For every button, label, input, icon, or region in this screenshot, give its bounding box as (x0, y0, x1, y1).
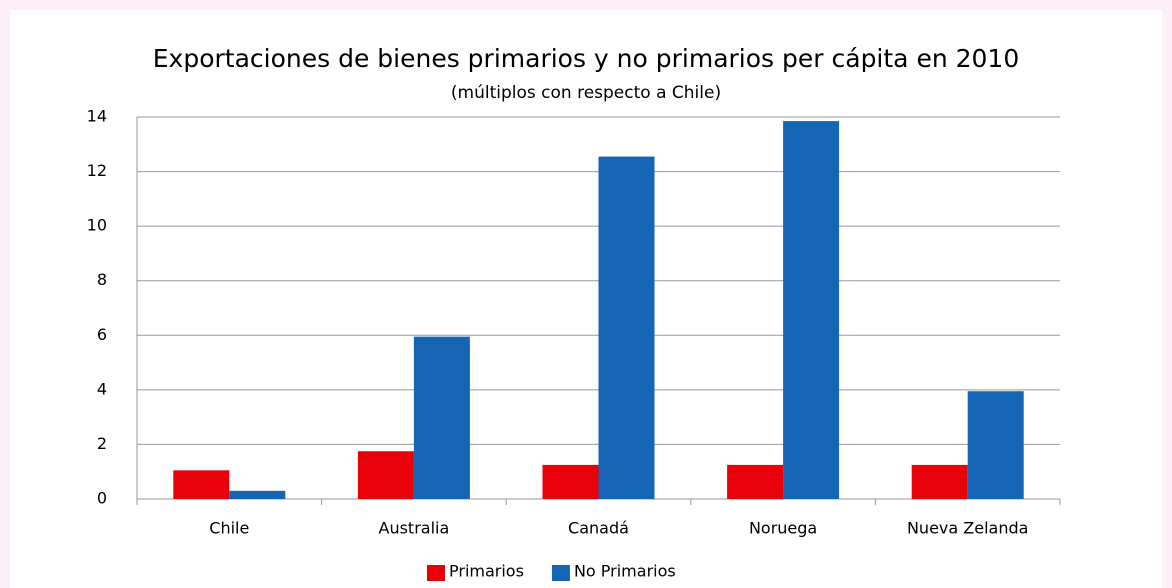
chart-subtitle: (múltiplos con respecto a Chile) (451, 83, 721, 103)
y-tick-label: 6 (97, 325, 107, 344)
y-tick-label: 10 (87, 216, 107, 235)
bar (967, 391, 1024, 499)
bar (911, 464, 968, 499)
y-tick-label: 8 (97, 270, 107, 289)
bar (598, 156, 655, 500)
bar (783, 121, 840, 499)
bar (173, 470, 230, 499)
bar (413, 336, 470, 499)
bar (229, 490, 286, 499)
x-tick-label: Nueva Zelanda (907, 519, 1028, 538)
x-tick-label: Canadá (568, 519, 629, 538)
x-tick-label: Chile (209, 519, 249, 538)
y-tick-label: 0 (97, 489, 107, 508)
bar (357, 451, 414, 499)
y-tick-label: 14 (87, 107, 107, 126)
x-tick-label: Australia (379, 519, 450, 538)
bar (727, 464, 784, 499)
x-tick-label: Noruega (749, 519, 817, 538)
legend-swatch (551, 565, 570, 581)
y-tick-label: 2 (97, 434, 107, 453)
legend-label: No Primarios (574, 562, 676, 581)
legend-label: Primarios (449, 562, 524, 581)
y-tick-label: 4 (97, 379, 107, 398)
chart-title: Exportaciones de bienes primarios y no p… (153, 44, 1020, 73)
legend-swatch (427, 565, 445, 581)
y-tick-label: 12 (87, 161, 107, 180)
bar (542, 464, 599, 499)
